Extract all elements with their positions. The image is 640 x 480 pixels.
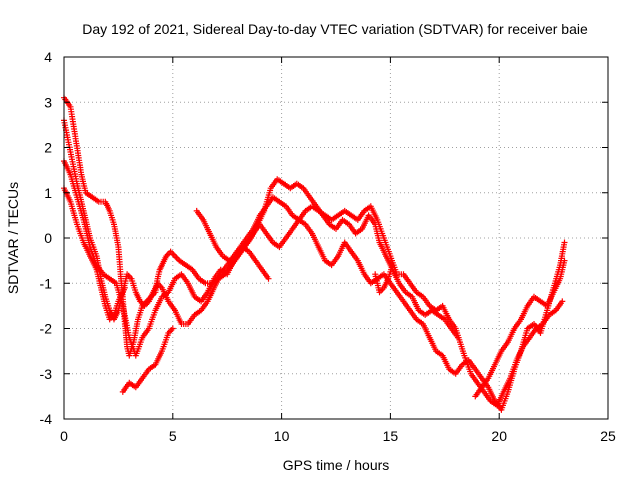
y-tick-label: 1 — [44, 185, 52, 201]
x-tick-label: 25 — [600, 428, 616, 444]
x-axis-label: GPS time / hours — [283, 457, 390, 473]
y-tick-label: -3 — [40, 366, 53, 382]
x-tick-label: 0 — [60, 428, 68, 444]
y-tick-label: -1 — [40, 275, 53, 291]
series-track-e — [119, 325, 176, 395]
x-tick-label: 10 — [274, 428, 290, 444]
series-track-b — [61, 117, 566, 409]
series-track-g — [372, 262, 396, 296]
plus-markers — [372, 262, 396, 296]
x-tick-label: 20 — [491, 428, 507, 444]
y-tick-label: -4 — [40, 411, 53, 427]
y-tick-label: -2 — [40, 321, 53, 337]
series-track-h — [472, 257, 568, 400]
series-track-f — [193, 207, 272, 282]
plus-markers — [61, 117, 566, 409]
plus-markers — [193, 207, 272, 282]
plus-markers — [472, 257, 568, 400]
y-tick-label: 4 — [44, 49, 52, 65]
chart-title: Day 192 of 2021, Sidereal Day-to-day VTE… — [82, 21, 588, 37]
tick-layer: 0 5 10 15 20 25 -4 -3 -2 -1 0 1 2 3 4 — [40, 49, 616, 444]
y-axis-label: SDTVAR / TECUs — [5, 182, 21, 294]
y-tick-label: 3 — [44, 94, 52, 110]
grid-layer — [64, 57, 608, 419]
series-layer — [61, 94, 568, 413]
x-tick-label: 5 — [169, 428, 177, 444]
y-tick-label: 0 — [44, 230, 52, 246]
y-tick-label: 2 — [44, 140, 52, 156]
plus-markers — [119, 325, 176, 395]
x-tick-label: 15 — [383, 428, 399, 444]
